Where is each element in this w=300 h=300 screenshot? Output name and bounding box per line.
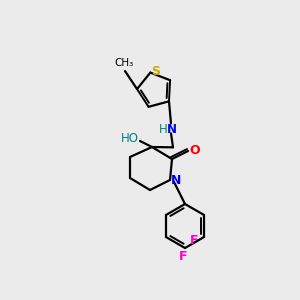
Text: F: F: [179, 250, 187, 263]
Text: N: N: [171, 173, 181, 187]
Text: F: F: [190, 235, 198, 248]
Text: S: S: [151, 65, 160, 78]
Text: O: O: [190, 143, 200, 157]
Text: CH₃: CH₃: [114, 58, 134, 68]
Text: HO: HO: [121, 133, 139, 146]
Text: N: N: [167, 123, 177, 136]
Text: H: H: [159, 123, 167, 136]
